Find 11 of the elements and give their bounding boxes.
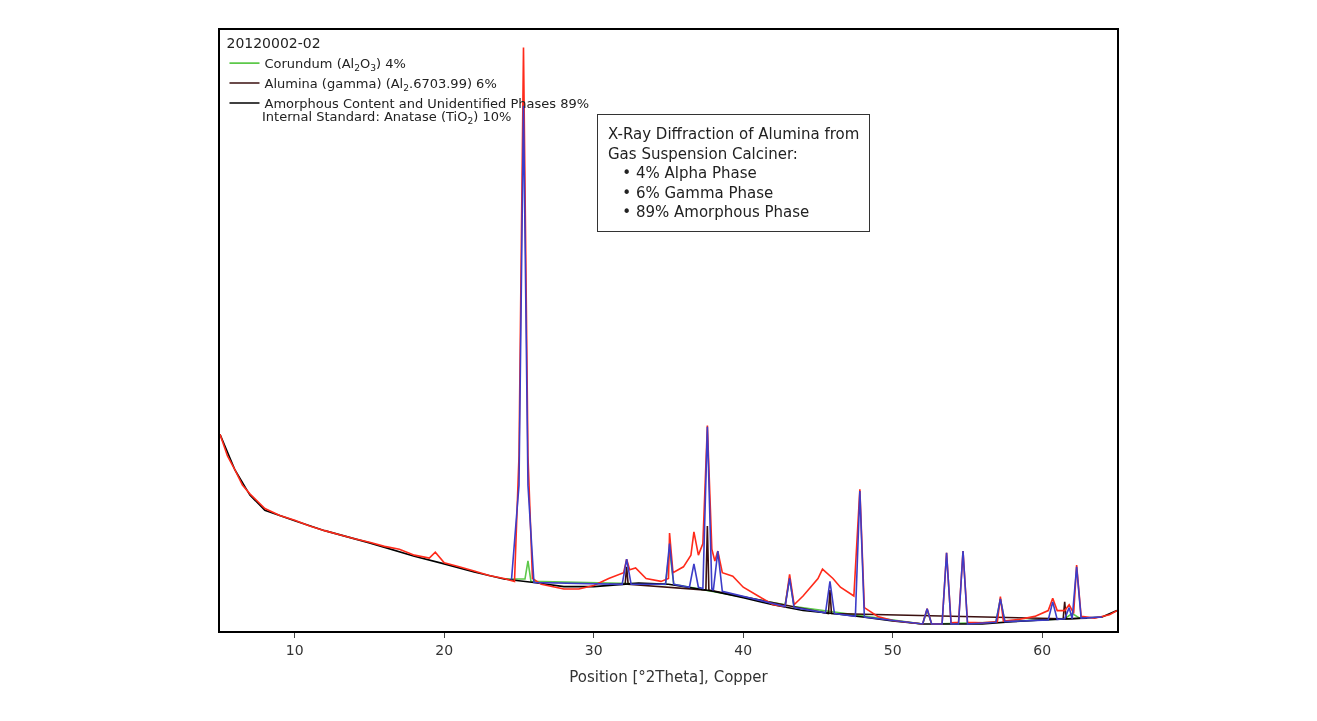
- x-tick-label: 10: [285, 641, 304, 658]
- legend-label: Corundum (Al$_{2}$O$_{3}$) 4%: [264, 56, 406, 73]
- x-tick-label: 40: [734, 641, 753, 658]
- x-axis-title: Position [°2Theta], Copper: [569, 668, 769, 687]
- annotation: X-Ray Diffraction of Alumina from Gas Suspension Calciner: • 4% Alpha Phase • 6% Gamma Phase • 89% Amorphous Phase: [608, 125, 860, 221]
- x-tick-label: 60: [1033, 641, 1052, 658]
- x-tick-label: 20: [435, 641, 454, 658]
- legend-label: Alumina (gamma) (Al$_{2}$.6703.99) 6%: [264, 76, 497, 93]
- x-tick-label: 50: [883, 641, 902, 658]
- legend-title: 20120002-02: [226, 35, 321, 52]
- x-tick-label: 30: [584, 641, 603, 658]
